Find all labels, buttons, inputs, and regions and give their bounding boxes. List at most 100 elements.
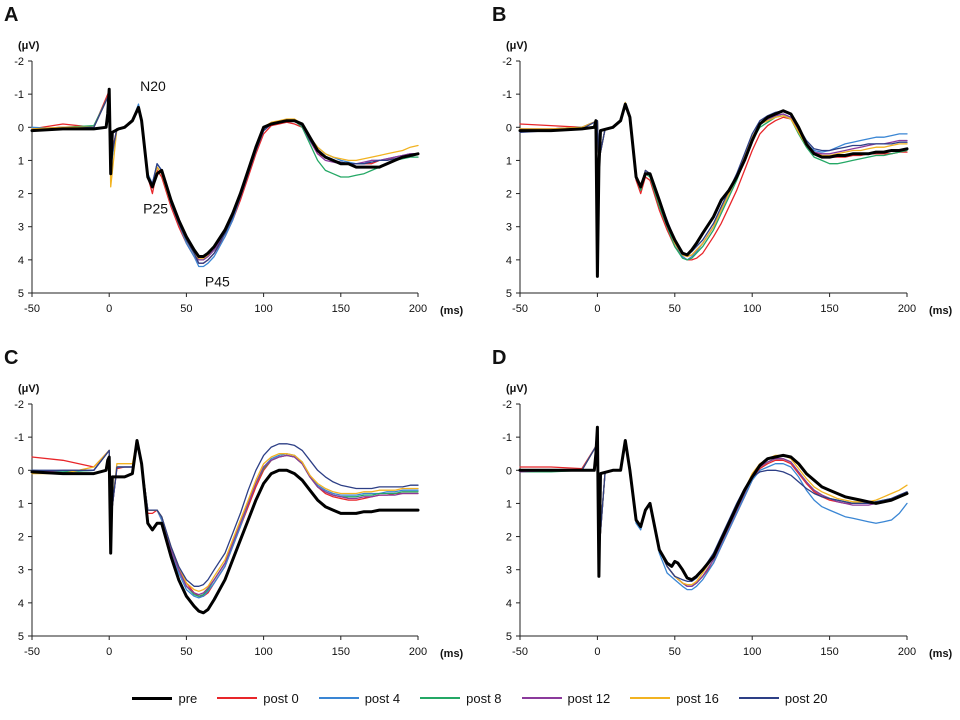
- legend-swatch: [318, 697, 359, 699]
- x-tick-label: 200: [409, 303, 427, 315]
- series-line-pre: [518, 102, 909, 278]
- x-tick-label: 150: [332, 303, 350, 315]
- y-tick-label: -2: [502, 399, 512, 411]
- y-tick-label: 2: [18, 189, 24, 201]
- y-tick-label: 1: [506, 498, 512, 510]
- y-tick-label: 5: [506, 631, 512, 643]
- y-tick-label: 3: [18, 222, 24, 234]
- x-tick-label: 150: [820, 646, 838, 658]
- series-line-post-16: [519, 101, 908, 258]
- series-line-post-8: [31, 93, 419, 261]
- legend-item-post-16: post 16: [630, 691, 719, 706]
- x-tick-label: 50: [669, 303, 681, 315]
- y-tick-label: 2: [506, 189, 512, 201]
- x-tick-label: 0: [106, 646, 112, 658]
- legend-item-post-4: post 4: [318, 690, 401, 706]
- x-tick-label: 200: [409, 646, 427, 658]
- y-tick-label: 0: [18, 122, 24, 134]
- legend-swatch: [217, 697, 258, 699]
- y-tick-label: -2: [14, 399, 24, 411]
- legend-label: post 20: [784, 690, 828, 706]
- annotation-n20: N20: [140, 78, 166, 94]
- y-tick-label: 3: [506, 222, 512, 234]
- y-tick-label: 5: [18, 288, 24, 300]
- series-line-post-12: [519, 439, 908, 587]
- panel-letter: B: [492, 4, 506, 26]
- y-tick-label: -1: [14, 89, 24, 101]
- annotation-p25: P25: [143, 200, 168, 216]
- legend-item-post-8: post 8: [420, 690, 502, 706]
- legend-item-post-12: post 12: [521, 690, 611, 706]
- series-line-post-4: [31, 439, 419, 599]
- y-tick-label: 1: [18, 498, 24, 510]
- series-line-pre: [518, 425, 909, 582]
- legend-label: post 12: [567, 690, 611, 706]
- y-tick-label: 0: [506, 465, 512, 477]
- series-line-pre: [30, 439, 420, 615]
- y-axis-label: (μV): [506, 383, 528, 395]
- y-tick-label: 2: [18, 532, 24, 544]
- x-tick-label: 100: [743, 646, 761, 658]
- x-tick-label: 50: [669, 646, 681, 658]
- series-line-post-4: [31, 93, 419, 268]
- y-tick-label: 4: [506, 255, 512, 267]
- legend-label: post 4: [364, 690, 401, 706]
- panel-d: D (μV) (ms) -2 -1 0 1 2 3 4 5-50 0 50 100 150 200: [492, 347, 953, 660]
- y-axis-label: (μV): [506, 40, 528, 52]
- y-tick-label: 0: [506, 122, 512, 134]
- x-tick-label: 100: [254, 303, 272, 315]
- y-tick-label: 5: [18, 631, 24, 643]
- y-tick-label: 2: [506, 532, 512, 544]
- y-tick-label: 3: [18, 565, 24, 577]
- series-line-post-0: [519, 439, 908, 587]
- x-tick-label: 100: [254, 646, 272, 658]
- legend-item-post-0: post 0: [217, 690, 299, 706]
- legend-label: post 16: [676, 690, 719, 706]
- x-tick-label: 0: [594, 303, 600, 315]
- panel-b: B (μV) (ms) -2 -1 0 1 2 3 4 5-50 0 50 100 150 200: [492, 4, 953, 317]
- legend-label: post 8: [466, 690, 502, 706]
- series-line-post-16: [31, 439, 419, 592]
- panel-letter: A: [4, 4, 18, 26]
- panel-letter: D: [492, 347, 506, 369]
- y-tick-label: 4: [18, 598, 24, 610]
- x-axis-label: (ms): [929, 648, 953, 660]
- x-axis-label: (ms): [440, 648, 464, 660]
- series-line-post-8: [31, 439, 419, 597]
- legend-swatch: [420, 697, 461, 699]
- y-tick-label: 4: [18, 255, 24, 267]
- legend-swatch: [521, 697, 562, 699]
- y-tick-label: -1: [502, 432, 512, 444]
- x-axis-label: (ms): [440, 305, 464, 317]
- legend: pre post 0 post 4 post 8 post 12 post 16…: [0, 686, 960, 710]
- x-tick-label: 0: [594, 646, 600, 658]
- panel-a: A (μV) (ms) -2 -1 0 1 2 3 4 5-50 0 50 100 150 200 N20 P25…: [4, 4, 464, 317]
- y-tick-label: -1: [502, 89, 512, 101]
- x-tick-label: 50: [180, 303, 192, 315]
- series-line-post-8: [519, 439, 908, 587]
- x-axis-label: (ms): [929, 305, 953, 317]
- series-line-post-4: [519, 439, 908, 591]
- legend-swatch: [132, 696, 173, 700]
- x-tick-label: 150: [332, 646, 350, 658]
- legend-item-pre: pre: [132, 691, 197, 706]
- legend-label: post 0: [263, 690, 299, 706]
- x-tick-label: 200: [898, 303, 916, 315]
- panel-letter: C: [4, 347, 18, 369]
- y-axis-label: (μV): [18, 40, 40, 52]
- legend-label: pre: [178, 690, 198, 706]
- y-tick-label: -2: [502, 56, 512, 68]
- y-tick-label: 1: [18, 155, 24, 167]
- legend-item-post-20: post 20: [738, 690, 828, 706]
- panel-c: C (μV) (ms) -2 -1 0 1 2 3 4 5-50 0 50 100 150 200: [4, 347, 464, 660]
- annotation-p45: P45: [205, 273, 230, 289]
- series-line-post-12: [31, 439, 419, 596]
- x-tick-label: -50: [512, 646, 528, 658]
- x-tick-label: 50: [180, 646, 192, 658]
- y-tick-label: 4: [506, 598, 512, 610]
- y-tick-label: 1: [506, 155, 512, 167]
- y-tick-label: 3: [506, 565, 512, 577]
- y-tick-label: -1: [14, 432, 24, 444]
- x-tick-label: 200: [898, 646, 916, 658]
